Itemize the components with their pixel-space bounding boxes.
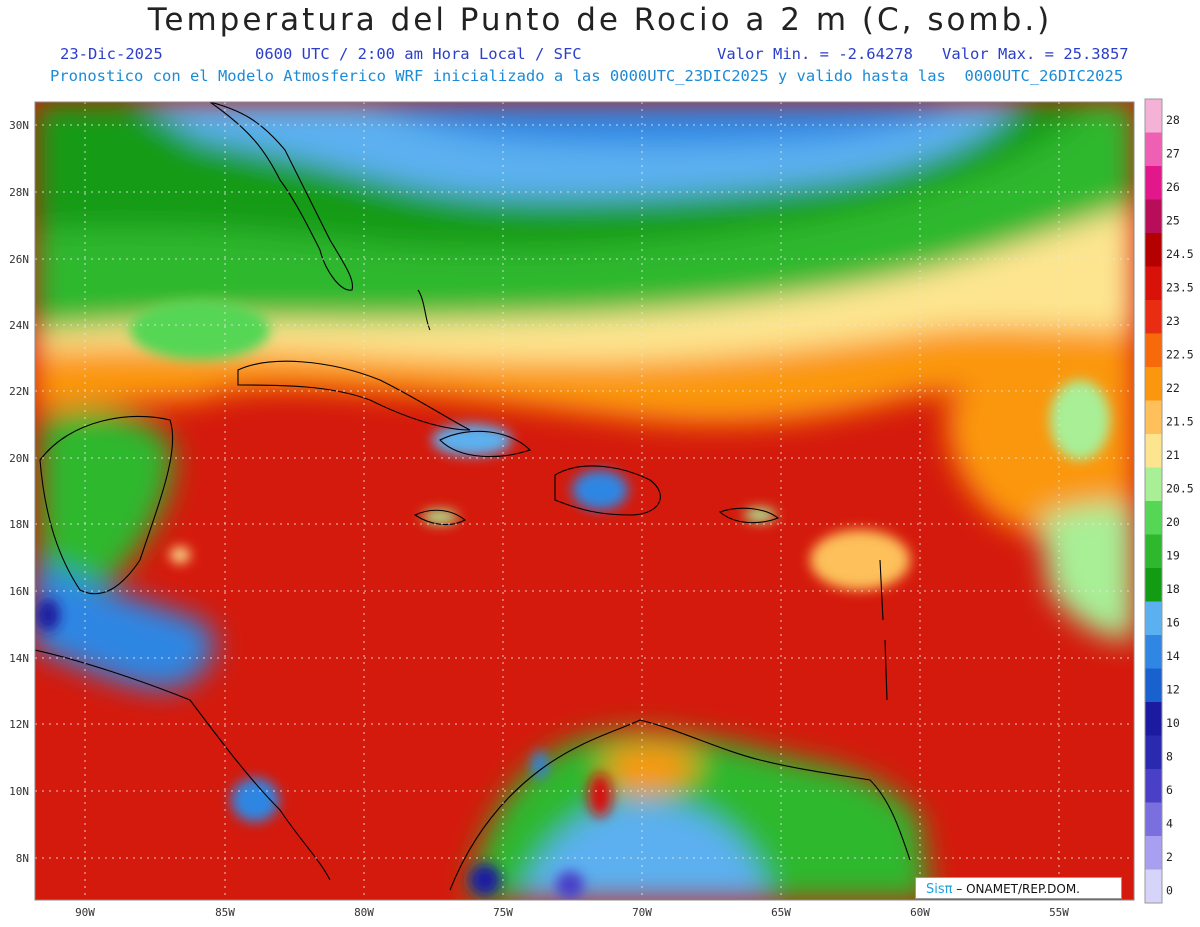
colorbar-label: 4: [1166, 816, 1173, 830]
colorbar-label: 16: [1166, 615, 1180, 629]
colorbar-label: 21: [1166, 448, 1180, 462]
colorbar-label: 21.5: [1166, 414, 1194, 428]
lon-label: 65W: [771, 906, 791, 919]
colorbar-swatch: [1145, 367, 1162, 401]
lon-label: 55W: [1049, 906, 1069, 919]
colorbar-label: 20.5: [1166, 481, 1194, 495]
lat-label: 26N: [9, 253, 29, 266]
colorbar-swatch: [1145, 434, 1162, 468]
colorbar-label: 28: [1166, 113, 1180, 127]
min-value: Valor Min. = -2.64278: [717, 45, 913, 63]
lon-label: 70W: [632, 906, 652, 919]
colorbar-swatch: [1145, 467, 1162, 502]
colorbar-swatch: [1145, 501, 1162, 535]
colorbar-swatch: [1145, 668, 1162, 703]
colorbar-swatch: [1145, 635, 1162, 669]
colorbar-swatch: [1145, 300, 1162, 334]
coastlines: [35, 102, 911, 891]
lat-label: 8N: [16, 852, 29, 865]
colorbar-swatch: [1145, 132, 1162, 167]
colorbar-swatch: [1145, 233, 1162, 267]
lat-axis: 30N 28N 26N 24N 22N 20N 18N 16N 14N 12N …: [9, 119, 29, 865]
colorbar-label: 22.5: [1166, 347, 1194, 361]
lat-label: 14N: [9, 652, 29, 665]
colorbar-swatch: [1145, 534, 1162, 569]
colorbar-swatch: [1145, 869, 1162, 904]
forecast-description: Pronostico con el Modelo Atmosferico WRF…: [50, 67, 1124, 85]
lon-label: 60W: [910, 906, 930, 919]
field-layer: [35, 102, 1134, 900]
colorbar-label: 24.5: [1166, 247, 1194, 261]
colorbar-swatch: [1145, 266, 1162, 301]
credit-text: – ONAMET/REP.DOM.: [952, 882, 1080, 896]
lat-label: 10N: [9, 785, 29, 798]
lon-label: 75W: [493, 906, 513, 919]
lat-label: 28N: [9, 186, 29, 199]
colorbar-label: 22: [1166, 381, 1180, 395]
lat-label: 24N: [9, 319, 29, 332]
colorbar-label: 25: [1166, 213, 1180, 227]
colorbar-frame: [1144, 98, 1163, 904]
colorbar-label: 12: [1166, 682, 1180, 696]
colorbar-swatch: [1145, 735, 1162, 770]
colorbar-swatch: [1145, 601, 1162, 636]
colorbar-label: 26: [1166, 180, 1180, 194]
colorbar-label: 10: [1166, 716, 1180, 730]
colorbar: 2827262524.523.52322.52221.52120.5201918…: [1144, 98, 1194, 904]
colorbar-label: 27: [1166, 146, 1180, 160]
lat-label: 16N: [9, 585, 29, 598]
lat-label: 12N: [9, 718, 29, 731]
graticule: [35, 102, 1134, 900]
map-title: Temperatura del Punto de Rocio a 2 m (C,…: [147, 2, 1053, 38]
lon-label: 85W: [215, 906, 235, 919]
colorbar-swatch: [1145, 400, 1162, 435]
colorbar-label: 0: [1166, 883, 1173, 897]
colorbar-swatch: [1145, 802, 1162, 837]
forecast-time: 0600 UTC / 2:00 am Hora Local / SFC: [255, 45, 582, 63]
lon-axis: 90W 85W 80W 75W 70W 65W 60W 55W: [75, 906, 1069, 919]
colorbar-label: 14: [1166, 649, 1180, 663]
sispi-logo: Sisπ: [926, 882, 953, 897]
colorbar-label: 23: [1166, 314, 1180, 328]
credit-box: Sisπ – ONAMET/REP.DOM.: [915, 877, 1122, 899]
lon-label: 90W: [75, 906, 95, 919]
map-frame: [34, 101, 1135, 901]
lon-label: 80W: [354, 906, 374, 919]
lat-label: 18N: [9, 518, 29, 531]
colorbar-swatch: [1145, 836, 1162, 870]
colorbar-swatch: [1145, 166, 1162, 200]
colorbar-swatch: [1145, 333, 1162, 368]
colorbar-swatch: [1145, 568, 1162, 602]
forecast-date: 23-Dic-2025: [60, 45, 163, 63]
colorbar-swatch: [1145, 702, 1162, 736]
colorbar-swatch: [1145, 199, 1162, 234]
lat-label: 20N: [9, 452, 29, 465]
colorbar-swatch: [1145, 769, 1162, 803]
colorbar-label: 2: [1166, 850, 1173, 864]
field-bands: [35, 102, 1134, 900]
max-value: Valor Max. = 25.3857: [942, 45, 1129, 63]
colorbar-swatch: [1145, 99, 1162, 133]
lat-label: 30N: [9, 119, 29, 132]
colorbar-label: 23.5: [1166, 280, 1194, 294]
colorbar-label: 6: [1166, 783, 1173, 797]
colorbar-label: 8: [1166, 749, 1173, 763]
colorbar-label: 18: [1166, 582, 1180, 596]
colorbar-label: 20: [1166, 515, 1180, 529]
colorbar-label: 19: [1166, 548, 1180, 562]
lat-label: 22N: [9, 385, 29, 398]
